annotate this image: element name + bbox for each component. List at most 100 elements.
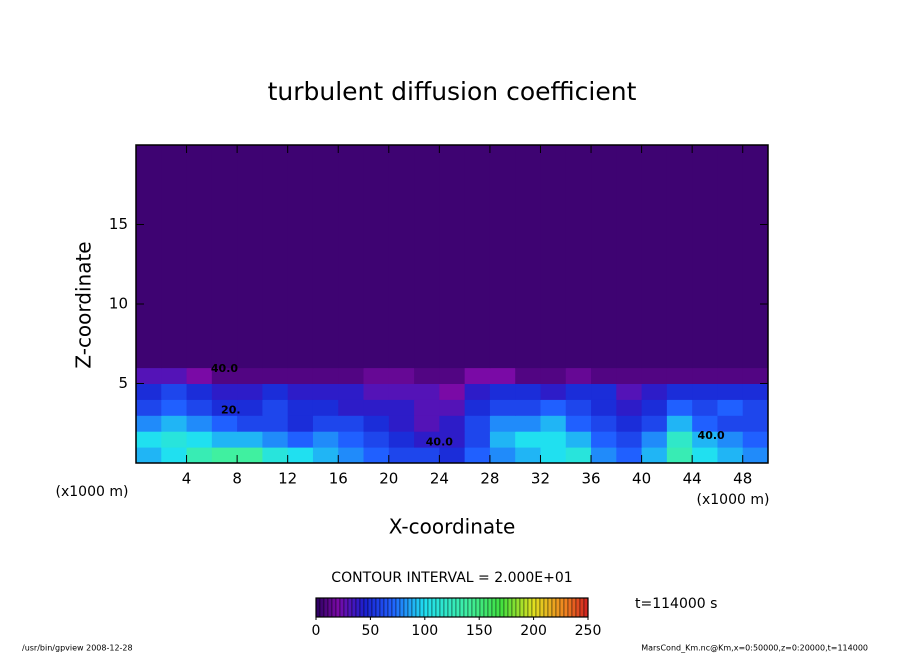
field-cell (312, 431, 339, 448)
field-cell (136, 399, 162, 416)
colorbar-stripe (367, 597, 373, 618)
field-cell (161, 415, 188, 432)
colorbar-stripe (459, 597, 465, 618)
field-cell (641, 383, 668, 400)
field-cell (666, 415, 693, 432)
field-cell (338, 399, 365, 416)
field-cell (161, 447, 188, 464)
field-cell (388, 431, 415, 448)
colorbar-stripe (471, 597, 477, 618)
field-cell (464, 367, 491, 384)
field-cell (591, 383, 617, 400)
field-cell (540, 383, 567, 400)
field-cell (515, 399, 541, 416)
colorbar-tick-label: 100 (411, 623, 438, 639)
field-cell (439, 399, 466, 416)
colorbar-stripe (423, 597, 429, 618)
field-cell (186, 383, 213, 400)
x-tick-label: 36 (581, 470, 600, 488)
y-axis-label: Z-coordinate (72, 241, 96, 368)
field-cell (161, 367, 188, 384)
field-cell (565, 399, 592, 416)
field-cell (692, 145, 718, 369)
x-axis-label: X-coordinate (389, 515, 516, 539)
field-cell (641, 367, 668, 384)
field-cell (692, 383, 718, 400)
field-cell (414, 367, 440, 384)
field-cell (666, 383, 693, 400)
colorbar-stripe (451, 597, 457, 618)
colorbar-stripe (431, 597, 437, 618)
colorbar-stripe (391, 597, 397, 618)
colorbar-stripe (463, 597, 469, 618)
field-cell (388, 367, 415, 384)
footer-right: MarsCond_Km.nc@Km,x=0:50000,z=0:20000,t=… (641, 644, 868, 653)
contour-label: 40.0 (698, 429, 725, 442)
field-cell (742, 399, 769, 416)
colorbar-stripe (355, 597, 361, 618)
field-cell (262, 383, 289, 400)
field-cell (312, 383, 339, 400)
colorbar-frame (315, 597, 589, 618)
field-cell (742, 415, 769, 432)
x-tick-label: 48 (733, 470, 752, 488)
colorbar-stripe (567, 597, 573, 618)
colorbar-tick-label: 200 (520, 623, 547, 639)
colorbar-stripe (347, 597, 353, 618)
colorbar-stripe (507, 597, 513, 618)
field-cell (540, 145, 567, 369)
field-cell (489, 431, 516, 448)
colorbar-stripe (539, 597, 545, 618)
field-cell (312, 399, 339, 416)
field-cell (591, 447, 617, 464)
colorbar-stripe (455, 597, 461, 618)
field-cell (414, 383, 440, 400)
field-cell (616, 383, 643, 400)
field-cell (489, 399, 516, 416)
field-cell (211, 383, 238, 400)
field-cell (363, 383, 390, 400)
field-cell (414, 447, 440, 464)
field-cell (565, 415, 592, 432)
colorbar-stripe (515, 597, 521, 618)
field-cell (464, 383, 491, 400)
field-cell (717, 399, 744, 416)
colorbar-stripe (543, 597, 549, 618)
field-cell (287, 415, 314, 432)
colorbar-stripe (467, 597, 473, 618)
field-cell (363, 399, 390, 416)
y-tick-label: 15 (109, 215, 128, 233)
colorbar-stripe (339, 597, 345, 618)
field-cell (742, 383, 769, 400)
colorbar-tick-label: 50 (361, 623, 379, 639)
field-cell (136, 447, 162, 464)
field-cell (237, 399, 263, 416)
field-cell (591, 431, 617, 448)
field-cell (363, 431, 390, 448)
colorbar-stripe (335, 597, 341, 618)
field-cell (211, 367, 238, 384)
colorbar-stripe (379, 597, 385, 618)
field-cell (186, 399, 213, 416)
footer-left: /usr/bin/gpview 2008-12-28 (22, 644, 133, 653)
x-tick-label: 44 (683, 470, 702, 488)
field-cell (211, 431, 238, 448)
time-label: t=114000 s (635, 596, 717, 612)
field-cell (717, 431, 744, 448)
field-cell (136, 367, 162, 384)
x-tick-label: 32 (531, 470, 550, 488)
field-cell (338, 367, 365, 384)
field-cell (515, 367, 541, 384)
field-cell (616, 447, 643, 464)
field-cell (742, 447, 769, 464)
field-cell (161, 399, 188, 416)
field-cell (363, 145, 390, 369)
colorbar-stripe (579, 597, 585, 618)
colorbar-tick-label: 250 (575, 623, 602, 639)
x-tick-label: 8 (232, 470, 242, 488)
colorbar-stripe (575, 597, 581, 618)
field-cell (186, 447, 213, 464)
field-cell (211, 145, 238, 369)
field-cell (692, 399, 718, 416)
